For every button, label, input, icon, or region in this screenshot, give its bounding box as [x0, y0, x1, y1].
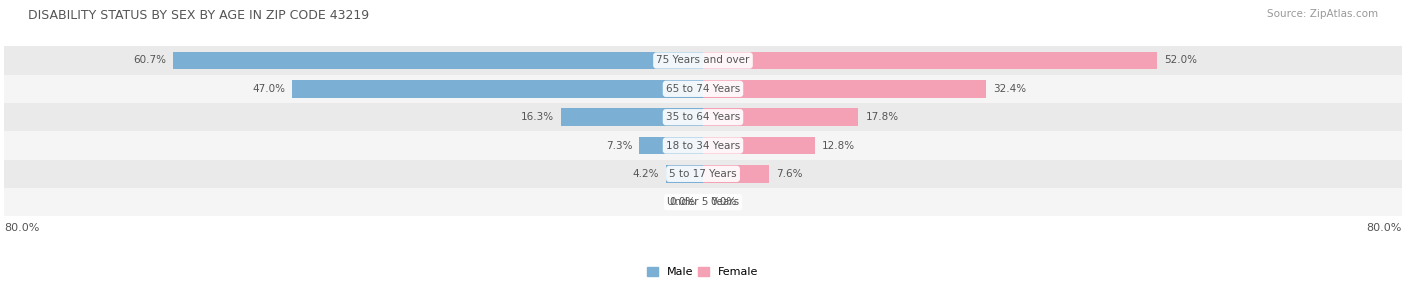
Bar: [703, 109, 859, 126]
Bar: [4, 160, 1402, 188]
Text: 0.0%: 0.0%: [710, 197, 737, 207]
Legend: Male, Female: Male, Female: [643, 263, 763, 282]
Text: 75 Years and over: 75 Years and over: [657, 56, 749, 65]
Text: 32.4%: 32.4%: [993, 84, 1026, 94]
Bar: [703, 137, 815, 154]
Text: 47.0%: 47.0%: [253, 84, 285, 94]
Text: 80.0%: 80.0%: [4, 223, 39, 233]
Bar: [292, 80, 703, 98]
Bar: [4, 75, 1402, 103]
Bar: [4, 46, 1402, 75]
Bar: [640, 137, 703, 154]
Bar: [4, 188, 1402, 216]
Text: 7.3%: 7.3%: [606, 140, 633, 150]
Text: 4.2%: 4.2%: [633, 169, 659, 179]
Text: 80.0%: 80.0%: [1367, 223, 1402, 233]
Text: DISABILITY STATUS BY SEX BY AGE IN ZIP CODE 43219: DISABILITY STATUS BY SEX BY AGE IN ZIP C…: [28, 9, 370, 22]
Text: Under 5 Years: Under 5 Years: [666, 197, 740, 207]
Bar: [666, 165, 703, 183]
Bar: [561, 109, 703, 126]
Bar: [4, 131, 1402, 160]
Text: 65 to 74 Years: 65 to 74 Years: [666, 84, 740, 94]
Text: 7.6%: 7.6%: [776, 169, 803, 179]
Text: 52.0%: 52.0%: [1164, 56, 1198, 65]
Text: 0.0%: 0.0%: [669, 197, 696, 207]
Text: 18 to 34 Years: 18 to 34 Years: [666, 140, 740, 150]
Text: 16.3%: 16.3%: [520, 112, 554, 122]
Bar: [703, 165, 769, 183]
Text: 35 to 64 Years: 35 to 64 Years: [666, 112, 740, 122]
Text: Source: ZipAtlas.com: Source: ZipAtlas.com: [1267, 9, 1378, 19]
Text: 12.8%: 12.8%: [821, 140, 855, 150]
Bar: [4, 103, 1402, 131]
Text: 60.7%: 60.7%: [132, 56, 166, 65]
Bar: [173, 52, 703, 69]
Bar: [703, 80, 986, 98]
Text: 17.8%: 17.8%: [866, 112, 898, 122]
Text: 5 to 17 Years: 5 to 17 Years: [669, 169, 737, 179]
Bar: [703, 52, 1157, 69]
